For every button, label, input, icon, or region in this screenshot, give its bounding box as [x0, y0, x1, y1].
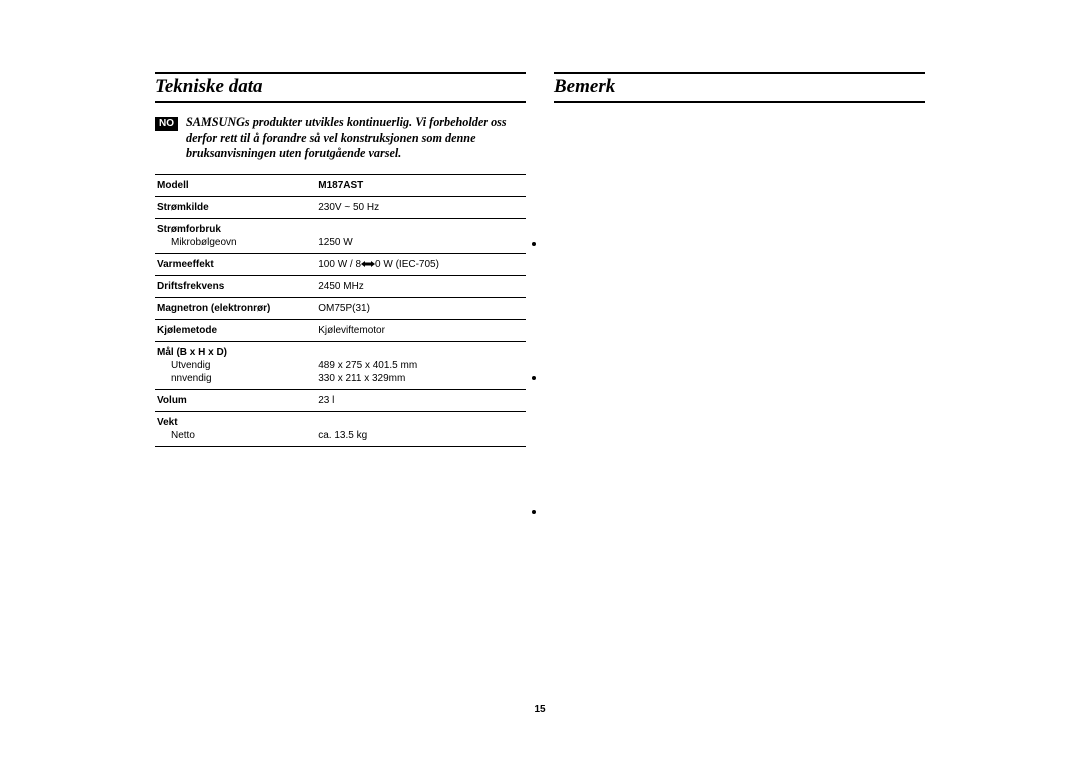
spec-label: Strømkilde [155, 196, 318, 218]
spec-value: OM75P(31) [318, 297, 526, 319]
spec-label: Kjølemetode [155, 319, 318, 341]
dot-icon [532, 510, 536, 514]
spec-table: Modell M187AST Strømkilde 230V ~ 50 Hz S… [155, 174, 526, 447]
right-column: Bemerk [554, 72, 925, 715]
right-heading-block: Bemerk [554, 72, 925, 103]
spec-value-cell: ca. 13.5 kg [318, 411, 526, 446]
spec-label-cell: Mål (B x H x D) Utvendig nnvendig [155, 341, 318, 389]
page-number: 15 [534, 704, 545, 715]
spec-label: Volum [155, 389, 318, 411]
spec-row-power-source: Strømkilde 230V ~ 50 Hz [155, 196, 526, 218]
spec-sub-value: ca. 13.5 kg [318, 430, 367, 441]
spec-sub-label-2: nnvendig [157, 373, 212, 384]
left-heading-block: Tekniske data [155, 72, 526, 103]
dot-icon [532, 376, 536, 380]
spec-sub-label: Netto [157, 430, 195, 441]
intro-paragraph: SAMSUNGs produkter utvikles kontinuerlig… [186, 115, 526, 162]
output-before: 100 W / 8 [318, 259, 361, 270]
spec-row-frequency: Driftsfrekvens 2450 MHz [155, 275, 526, 297]
spec-label-cell: Vekt Netto [155, 411, 318, 446]
spec-value: M187AST [318, 174, 526, 196]
spec-label: Strømforbruk [157, 224, 221, 235]
spec-value: 2450 MHz [318, 275, 526, 297]
spec-label: Magnetron (elektronrør) [155, 297, 318, 319]
spec-value-cell: 489 x 275 x 401.5 mm 330 x 211 x 329mm [318, 341, 526, 389]
spec-row-volume: Volum 23 l [155, 389, 526, 411]
spec-label: Vekt [157, 417, 178, 428]
spec-sub-label-1: Utvendig [157, 360, 210, 371]
spec-row-model: Modell M187AST [155, 174, 526, 196]
left-heading: Tekniske data [155, 76, 526, 98]
spec-sub-label: Mikrobølgeovn [157, 237, 237, 248]
spec-sub-value: 1250 W [318, 237, 352, 248]
spec-row-weight: Vekt Netto ca. 13.5 kg [155, 411, 526, 446]
two-column-layout: Tekniske data NO SAMSUNGs produkter utvi… [155, 72, 925, 715]
spec-row-consumption: Strømforbruk Mikrobølgeovn 1250 W [155, 218, 526, 253]
left-column: Tekniske data NO SAMSUNGs produkter utvi… [155, 72, 526, 715]
right-heading: Bemerk [554, 76, 925, 98]
spec-row-dimensions: Mål (B x H x D) Utvendig nnvendig 489 x … [155, 341, 526, 389]
spec-label: Varmeeffekt [155, 253, 318, 275]
spec-label: Modell [155, 174, 318, 196]
language-badge: NO [155, 117, 178, 131]
output-after: 0 W (IEC-705) [375, 259, 439, 270]
page-content: Tekniske data NO SAMSUNGs produkter utvi… [155, 72, 925, 715]
spec-row-output: Varmeeffekt 100 W / 8 0 W (IEC-705) [155, 253, 526, 275]
spec-value: Kjøleviftemotor [318, 319, 526, 341]
spec-label-cell: Strømforbruk Mikrobølgeovn [155, 218, 318, 253]
binding-dots [532, 242, 536, 514]
spec-sub-value-2: 330 x 211 x 329mm [318, 373, 405, 384]
spec-value-cell: 1250 W [318, 218, 526, 253]
spec-value: 23 l [318, 389, 526, 411]
spec-value: 230V ~ 50 Hz [318, 196, 526, 218]
spec-row-cooling: Kjølemetode Kjøleviftemotor [155, 319, 526, 341]
spec-label: Mål (B x H x D) [157, 347, 227, 358]
dot-icon [532, 242, 536, 246]
spec-value: 100 W / 8 0 W (IEC-705) [318, 253, 526, 275]
spec-sub-value-1: 489 x 275 x 401.5 mm [318, 360, 417, 371]
arrow-icon [361, 260, 375, 268]
intro-row: NO SAMSUNGs produkter utvikles kontinuer… [155, 115, 526, 162]
spec-row-magnetron: Magnetron (elektronrør) OM75P(31) [155, 297, 526, 319]
spec-label: Driftsfrekvens [155, 275, 318, 297]
